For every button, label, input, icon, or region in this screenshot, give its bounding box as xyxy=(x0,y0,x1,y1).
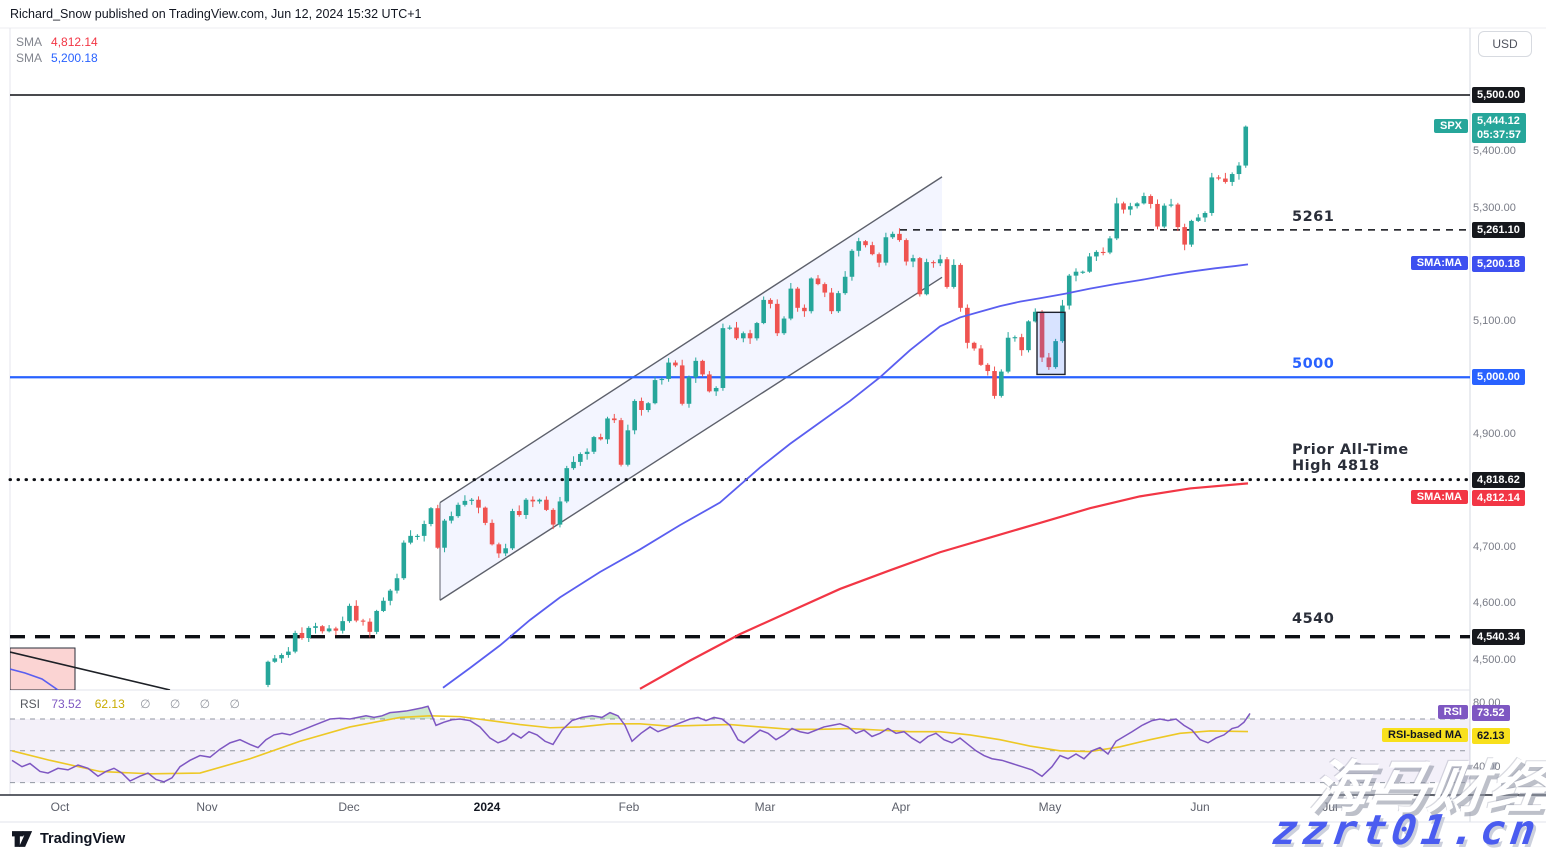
price-label-5500: 5,500.00 xyxy=(1472,87,1525,103)
sma-blue-tag: SMA:MA xyxy=(1410,256,1468,271)
annotation-4540: 4540 xyxy=(1292,611,1335,627)
rsi-label-62.13: 62.13 xyxy=(1472,727,1510,744)
time-label-nov: Nov xyxy=(196,800,218,814)
legend-row-sma-1[interactable]: SMA 5,200.18 xyxy=(16,50,98,66)
tradingview-logo-icon xyxy=(12,831,33,847)
remnant-trendline xyxy=(10,651,171,690)
rsi-line xyxy=(11,705,1251,783)
remnant-ma-curve xyxy=(10,668,59,690)
candlestick-series xyxy=(265,125,1249,688)
rsi-value: 73.52 xyxy=(51,697,82,711)
level-lines xyxy=(8,94,1472,639)
time-label-2024: 2024 xyxy=(473,800,501,814)
annotation-5261: 5261 xyxy=(1292,209,1335,225)
time-label-jul: Jul xyxy=(1322,800,1338,814)
time-label-feb: Feb xyxy=(618,800,640,814)
legend-key: SMA xyxy=(16,35,43,49)
sma-blue-line xyxy=(442,263,1249,689)
rsi-tag: RSI xyxy=(1437,705,1468,720)
price-tick-4500: 4,500.00 xyxy=(1473,653,1516,666)
remnant-pattern xyxy=(10,647,171,690)
indicator-legend: SMA 4,812.14 SMA 5,200.18 xyxy=(16,34,98,66)
moving-averages xyxy=(442,263,1249,690)
time-label-may: May xyxy=(1038,800,1062,814)
rsi-label-73.52: 73.52 xyxy=(1472,705,1510,722)
rsi-ma-line xyxy=(11,715,1249,775)
rsi-ma-tag: RSI-based MA xyxy=(1382,727,1468,742)
rsi-ma-value: 62.13 xyxy=(94,697,125,711)
price-tick-5300: 5,300.00 xyxy=(1473,201,1516,214)
tradingview-brand-text: TradingView xyxy=(40,831,126,847)
channel-lower-line xyxy=(439,276,943,601)
price-tick-4600: 4,600.00 xyxy=(1473,597,1516,610)
legend-value: 5,200.18 xyxy=(51,51,98,65)
legend-key: SMA xyxy=(16,51,43,65)
highlight-box xyxy=(1036,311,1066,376)
time-label-jun: Jun xyxy=(1190,800,1210,814)
countdown-timer: 05:37:57 xyxy=(1477,128,1522,141)
price-label-5000: 5,000.00 xyxy=(1472,369,1525,386)
price-label-5444.12: 5,444.12 05:37:57 xyxy=(1472,112,1527,143)
price-label-4812.14: 4,812.14 xyxy=(1472,490,1525,507)
channel-upper-line xyxy=(439,176,943,504)
price-label-5261.1: 5,261.10 xyxy=(1472,221,1525,238)
currency-toggle-button[interactable]: USD xyxy=(1478,31,1532,57)
price-label-4540.34: 4,540.34 xyxy=(1472,628,1525,645)
price-tick-4700: 4,700.00 xyxy=(1473,540,1516,553)
price-label-5200.18: 5,200.18 xyxy=(1472,256,1525,273)
legend-value: 4,812.14 xyxy=(51,35,98,49)
price-tick-4900: 4,900.00 xyxy=(1473,427,1516,440)
rsi-legend-label: RSI xyxy=(20,697,41,711)
annotation-prior-all-time: Prior All-Time High 4818 xyxy=(1292,442,1409,474)
time-label-dec: Dec xyxy=(338,800,360,814)
time-label-apr: Apr xyxy=(891,800,911,814)
symbol-tag-spx: SPX xyxy=(1433,118,1468,133)
tradingview-brand[interactable]: TradingView xyxy=(12,829,125,849)
time-label-mar: Mar xyxy=(754,800,776,814)
rsi-tick-40: 40.00 xyxy=(1473,760,1501,773)
publish-header: Richard_Snow published on TradingView.co… xyxy=(10,7,422,21)
rsi-overbought-fill xyxy=(577,712,621,719)
rsi-legend[interactable]: RSI 73.52 62.13 ∅ ∅ ∅ ∅ xyxy=(20,697,248,711)
sma-red-line xyxy=(639,482,1249,690)
sma-red-tag: SMA:MA xyxy=(1410,490,1468,505)
rsi-null-values: ∅ ∅ ∅ ∅ xyxy=(140,697,248,711)
time-label-oct: Oct xyxy=(50,800,70,814)
legend-row-sma-0[interactable]: SMA 4,812.14 xyxy=(16,34,98,50)
rsi-pane-series xyxy=(11,705,1251,783)
annotation-5000: 5000 xyxy=(1292,356,1335,372)
price-label-4818.62: 4,818.62 xyxy=(1472,471,1525,488)
rsi-band xyxy=(10,718,1470,784)
price-tick-5100: 5,100.00 xyxy=(1473,314,1516,327)
price-tick-5400: 5,400.00 xyxy=(1473,145,1516,158)
